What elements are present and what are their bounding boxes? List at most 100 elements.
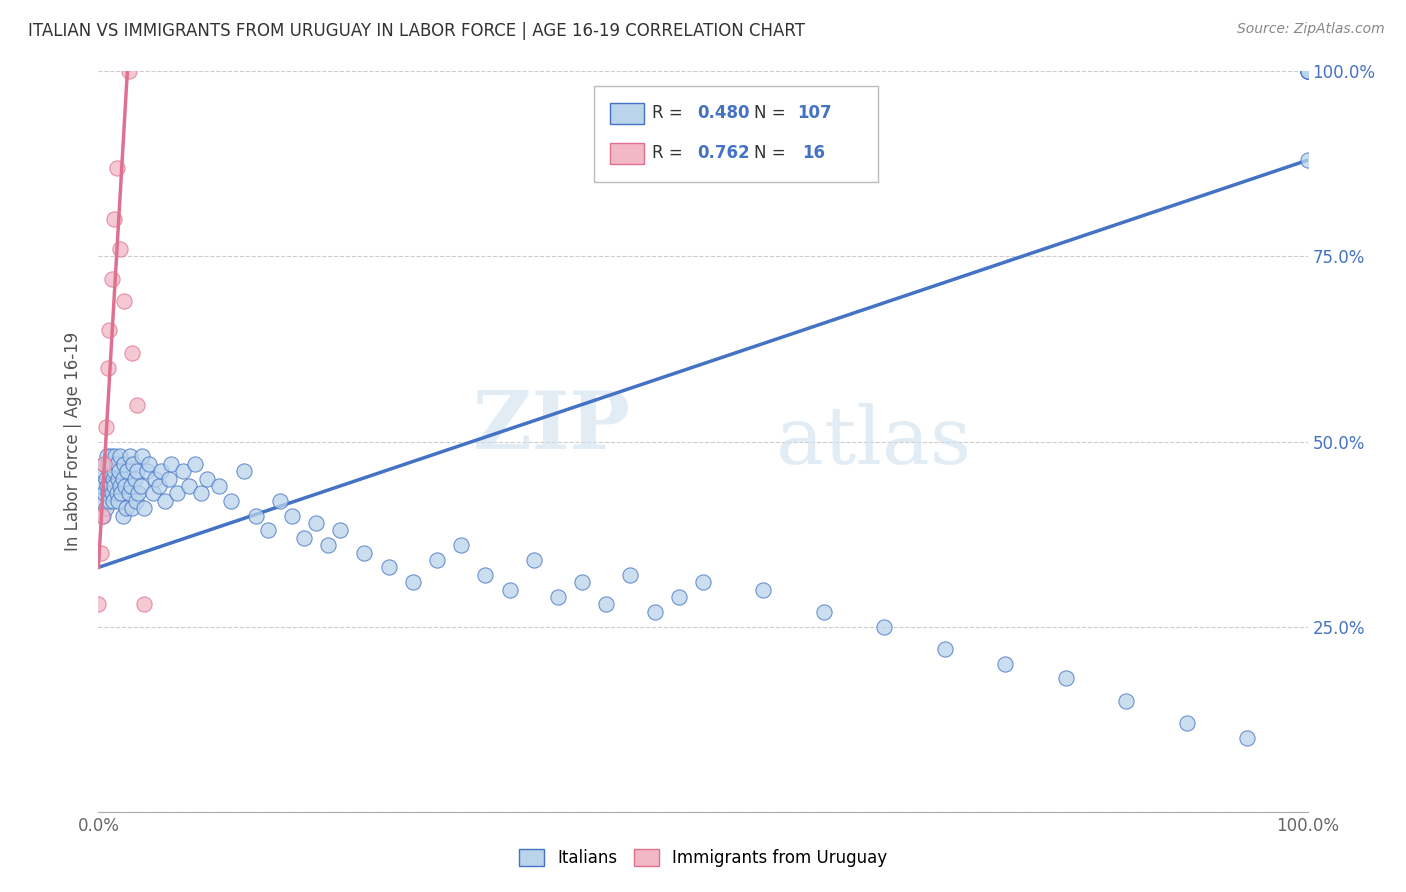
Point — [103, 464, 125, 478]
Point — [172, 464, 194, 478]
Point — [142, 486, 165, 500]
Point — [108, 242, 131, 256]
Point — [94, 471, 117, 485]
Y-axis label: In Labor Force | Age 16-19: In Labor Force | Age 16-19 — [65, 332, 83, 551]
Point — [232, 464, 254, 478]
Point — [100, 457, 122, 471]
Point — [1296, 64, 1319, 78]
Point — [112, 457, 135, 471]
Point — [571, 575, 593, 590]
Point — [115, 501, 138, 516]
Point — [118, 486, 141, 500]
Point — [108, 450, 131, 464]
Bar — [610, 103, 644, 124]
Point — [90, 546, 112, 560]
Point — [94, 419, 117, 434]
Point — [329, 524, 352, 538]
Point — [90, 493, 112, 508]
Point — [120, 479, 142, 493]
Point — [523, 553, 546, 567]
Text: 16: 16 — [803, 144, 825, 161]
Point — [134, 598, 156, 612]
Point — [110, 486, 132, 500]
Point — [305, 516, 328, 530]
Point — [96, 450, 118, 464]
Point — [1296, 64, 1319, 78]
Point — [98, 493, 121, 508]
Point — [105, 161, 128, 175]
Point — [153, 493, 176, 508]
Text: R =: R = — [652, 144, 688, 161]
Text: N =: N = — [754, 144, 790, 161]
Point — [93, 457, 115, 471]
Point — [127, 398, 149, 412]
Point — [245, 508, 267, 523]
Point — [97, 457, 120, 471]
Point — [221, 493, 243, 508]
Text: 107: 107 — [797, 103, 832, 122]
Point — [668, 590, 690, 604]
Point — [122, 457, 145, 471]
Point — [101, 493, 124, 508]
Point — [135, 464, 157, 478]
Text: Source: ZipAtlas.com: Source: ZipAtlas.com — [1237, 22, 1385, 37]
Point — [179, 479, 201, 493]
Point — [98, 464, 121, 478]
Point — [595, 598, 617, 612]
Point — [1236, 731, 1258, 745]
Point — [114, 479, 136, 493]
Point — [692, 575, 714, 590]
Point — [752, 582, 775, 597]
Text: atlas: atlas — [776, 402, 970, 481]
Point — [131, 450, 153, 464]
Text: 0.762: 0.762 — [697, 144, 749, 161]
Point — [150, 464, 173, 478]
Point — [1054, 672, 1077, 686]
Point — [292, 531, 315, 545]
Point — [96, 479, 118, 493]
Point — [281, 508, 304, 523]
Point — [121, 501, 143, 516]
Point — [91, 479, 114, 493]
Point — [121, 345, 143, 359]
Text: ZIP: ZIP — [474, 388, 630, 466]
Point — [100, 450, 122, 464]
Point — [547, 590, 569, 604]
Point — [124, 471, 146, 485]
Point — [125, 493, 148, 508]
Point — [127, 486, 149, 500]
Point — [166, 486, 188, 500]
Point — [118, 450, 141, 464]
Point — [157, 471, 180, 485]
Point — [143, 471, 166, 485]
Bar — [610, 144, 644, 164]
Point — [87, 598, 110, 612]
Point — [256, 524, 278, 538]
Point — [377, 560, 399, 574]
Point — [117, 464, 139, 478]
Point — [1296, 153, 1319, 168]
Point — [94, 501, 117, 516]
Point — [208, 479, 231, 493]
Point — [353, 546, 375, 560]
Point — [91, 464, 114, 478]
Point — [111, 471, 134, 485]
Point — [498, 582, 520, 597]
Legend: Italians, Immigrants from Uruguay: Italians, Immigrants from Uruguay — [512, 842, 894, 874]
Point — [98, 324, 121, 338]
Point — [1296, 64, 1319, 78]
Point — [100, 271, 122, 285]
Point — [934, 641, 956, 656]
Point — [103, 212, 125, 227]
Point — [644, 605, 666, 619]
Point — [105, 486, 128, 500]
Point — [619, 567, 641, 582]
Point — [134, 501, 156, 516]
Point — [91, 508, 114, 523]
Point — [160, 457, 183, 471]
Point — [103, 479, 125, 493]
Point — [100, 479, 122, 493]
Point — [1115, 694, 1137, 708]
Point — [1175, 715, 1198, 730]
Point — [118, 64, 141, 78]
